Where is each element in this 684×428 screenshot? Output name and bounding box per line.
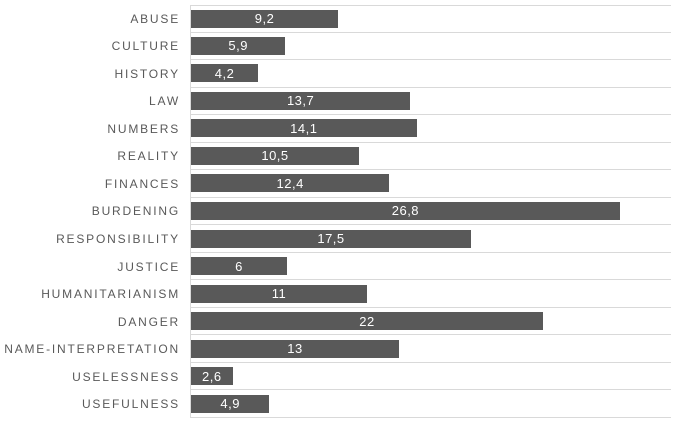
chart-row: USEFULNESS 4,9 — [0, 390, 671, 418]
category-label: NUMBERS — [107, 121, 180, 136]
chart-row: USELESSNESS 2,6 — [0, 362, 671, 391]
category-label: ABUSE — [130, 11, 180, 26]
category-label: NAME-INTERPRETATION — [4, 342, 180, 357]
bar-value-label: 5,9 — [228, 38, 248, 54]
bar-value-label: 10,5 — [261, 148, 289, 164]
bar: 26,8 — [191, 201, 620, 220]
category-label: REALITY — [117, 149, 180, 164]
plot-cell: 17,5 — [190, 225, 671, 253]
bar-value-label: 13 — [287, 341, 303, 357]
chart-row: HISTORY 4,2 — [0, 60, 671, 88]
bar: 4,2 — [191, 64, 259, 83]
bar: 5,9 — [191, 36, 286, 55]
plot-cell: 5,9 — [190, 32, 671, 61]
category-label: USELESSNESS — [72, 369, 180, 384]
plot-cell: 13,7 — [190, 87, 671, 116]
category-label: USEFULNESS — [81, 397, 180, 412]
plot-cell: 12,4 — [190, 170, 671, 198]
plot-cell: 6 — [190, 252, 671, 281]
chart-row: CULTURE 5,9 — [0, 32, 671, 61]
bar-value-label: 11 — [271, 286, 287, 302]
bar: 13,7 — [191, 91, 411, 110]
chart-row: NAME-INTERPRETATION 13 — [0, 335, 671, 363]
bar-value-label: 4,2 — [214, 65, 235, 81]
bar: 9,2 — [191, 9, 339, 28]
chart-row: BURDENING 26,8 — [0, 197, 671, 226]
chart-row: HUMANITARIANISM 11 — [0, 280, 671, 308]
plot-cell: 11 — [190, 280, 671, 308]
bar-value-label: 6 — [235, 258, 243, 274]
bar: 22 — [191, 312, 543, 331]
category-label: DANGER — [117, 314, 180, 329]
bar-value-label: 14,1 — [290, 120, 318, 136]
plot-cell: 26,8 — [190, 197, 671, 226]
bar-value-label: 26,8 — [391, 203, 420, 219]
bar-value-label: 13,7 — [286, 93, 315, 109]
category-label: BURDENING — [91, 204, 180, 219]
bar: 10,5 — [191, 146, 359, 165]
bar: 11 — [191, 284, 367, 303]
bar-value-label: 22 — [359, 313, 375, 329]
chart-row: DANGER 22 — [0, 307, 671, 336]
category-label: RESPONSIBILITY — [56, 232, 180, 247]
chart-row: RESPONSIBILITY 17,5 — [0, 225, 671, 253]
plot-cell: 22 — [190, 307, 671, 336]
plot-cell: 13 — [190, 335, 671, 363]
bar: 13 — [191, 339, 399, 358]
chart-row: JUSTICE 6 — [0, 252, 671, 281]
bar-value-label: 4,9 — [220, 396, 240, 412]
bar-value-label: 2,6 — [202, 368, 222, 384]
bar-chart-rows: ABUSE 9,2 CULTURE 5,9 HISTORY 4,2 LAW 13,7 NUMBE… — [0, 5, 671, 418]
chart-row: NUMBERS 14,1 — [0, 115, 671, 143]
plot-cell: 14,1 — [190, 115, 671, 143]
category-label: LAW — [149, 94, 180, 109]
bar: 4,9 — [191, 394, 270, 413]
plot-cell: 10,5 — [190, 142, 671, 171]
chart-row: REALITY 10,5 — [0, 142, 671, 171]
bar-value-label: 17,5 — [317, 231, 345, 247]
bar: 6 — [191, 257, 287, 276]
bar-value-label: 9,2 — [254, 11, 275, 27]
category-label: CULTURE — [111, 39, 180, 54]
plot-cell: 4,2 — [190, 60, 671, 88]
bar: 12,4 — [191, 174, 390, 193]
category-label: JUSTICE — [117, 259, 180, 274]
bar: 2,6 — [191, 367, 233, 386]
plot-cell: 2,6 — [190, 362, 671, 391]
category-label: FINANCES — [104, 176, 180, 191]
category-label: HISTORY — [114, 66, 180, 81]
plot-cell: 9,2 — [190, 5, 671, 33]
bar-value-label: 12,4 — [276, 175, 304, 191]
bar: 14,1 — [191, 119, 417, 138]
category-label: HUMANITARIANISM — [41, 287, 180, 302]
chart-row: ABUSE 9,2 — [0, 5, 671, 33]
bar: 17,5 — [191, 229, 471, 248]
chart-row: FINANCES 12,4 — [0, 170, 671, 198]
chart-row: LAW 13,7 — [0, 87, 671, 116]
plot-cell: 4,9 — [190, 390, 671, 418]
